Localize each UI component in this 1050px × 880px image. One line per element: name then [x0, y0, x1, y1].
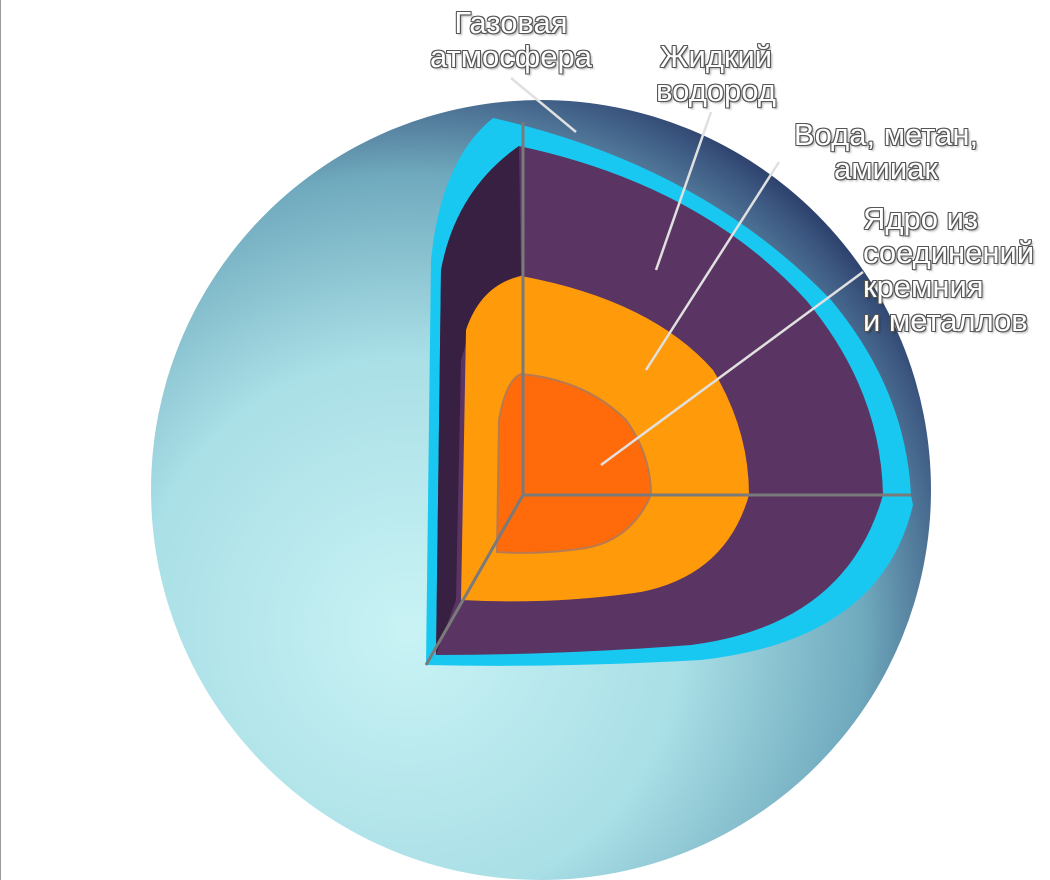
leader-line-hydrogen	[654, 111, 713, 271]
label-core-line-4: и металлов	[863, 303, 1028, 338]
label-atmosphere: Газовая атмосфера	[421, 6, 601, 74]
label-core: Ядро из соединений кремния и металлов	[863, 202, 1048, 338]
label-core-line-1: Ядро из	[863, 201, 979, 236]
label-water-line-1: Вода, метан,	[793, 117, 979, 152]
label-atmosphere-line-1: Газовая	[454, 5, 568, 40]
leader-line-core	[600, 270, 864, 467]
cut-line-diagonal	[424, 494, 525, 666]
label-atmosphere-line-2: атмосфера	[429, 39, 593, 74]
leader-line-water	[644, 161, 781, 371]
label-core-line-2: соединений	[863, 235, 1035, 270]
label-core-line-3: кремния	[863, 269, 984, 304]
cut-face-shadow	[436, 146, 521, 655]
label-hydrogen-line-2: водород	[656, 73, 776, 108]
label-water-methane-ammonia: Вода, метан, амииак	[781, 118, 991, 186]
leader-lines	[510, 77, 864, 467]
label-hydrogen-line-1: Жидкий	[659, 39, 773, 74]
core-layer	[495, 372, 653, 554]
label-liquid-hydrogen: Жидкий водород	[646, 40, 786, 108]
label-water-line-2: амииак	[834, 151, 938, 186]
cut-lines	[424, 122, 911, 666]
leader-line-atmosphere	[510, 77, 577, 133]
